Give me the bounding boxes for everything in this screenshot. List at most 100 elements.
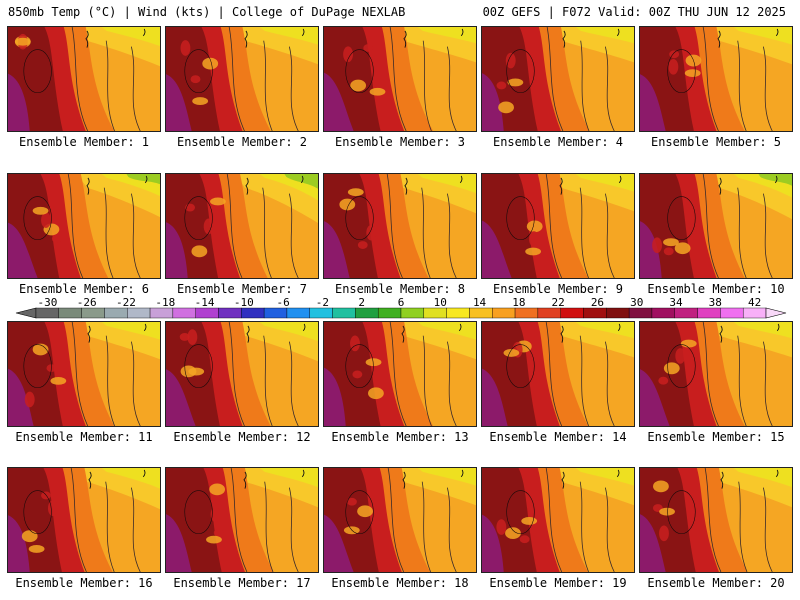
temperature-field	[166, 27, 318, 131]
colorbar-swatches	[15, 307, 787, 319]
colorbar-tick-label: 42	[747, 296, 762, 309]
member-caption: Ensemble Member: 1	[18, 135, 150, 149]
temperature-field	[640, 174, 792, 278]
colorbar-tick-label: -22	[116, 296, 136, 309]
temperature-field	[640, 468, 792, 572]
member-map-panel	[481, 173, 635, 279]
colorbar-tick-label: 30	[630, 296, 644, 309]
temperature-field	[324, 468, 476, 572]
member-caption: Ensemble Member: 11	[15, 430, 153, 444]
colorbar-swatch	[742, 307, 767, 319]
temperature-field	[166, 174, 318, 278]
member-caption: Ensemble Member: 12	[173, 430, 311, 444]
colorbar-swatch	[263, 307, 288, 319]
colorbar-swatch	[537, 307, 561, 319]
colorbar-swatch	[469, 307, 493, 319]
member-caption: Ensemble Member: 13	[331, 430, 469, 444]
temperature-field	[8, 322, 160, 426]
member-caption: Ensemble Member: 19	[489, 576, 627, 590]
member-map-panel	[323, 173, 477, 279]
member-map-panel	[639, 467, 793, 573]
colorbar-swatch	[492, 307, 516, 319]
member-map-panel	[323, 467, 477, 573]
colorbar-swatch	[218, 307, 242, 319]
colorbar-swatch	[149, 307, 174, 319]
member-caption: Ensemble Member: 8	[334, 282, 466, 296]
temperature-field	[482, 174, 634, 278]
member-map-panel	[481, 26, 635, 132]
colorbar-tick-label: -26	[76, 296, 97, 309]
temperature-field	[166, 322, 318, 426]
temperature-field	[8, 174, 160, 278]
colorbar-tick-label: 18	[512, 296, 526, 309]
temperature-field	[324, 322, 476, 426]
member-caption: Ensemble Member: 20	[647, 576, 785, 590]
colorbar-tick-label: 10	[433, 296, 447, 309]
member-caption: Ensemble Member: 4	[492, 135, 624, 149]
temperature-colorbar: -30 -26 -22 -18 -14 -10 -6 -2 2 6 10 14 18 22 26 30 34 38…	[0, 296, 800, 322]
colorbar-tick-label: 26	[590, 296, 605, 309]
colorbar-swatch	[720, 307, 744, 319]
colorbar-tick-label: 38	[708, 296, 722, 309]
colorbar-tick-label: -10	[233, 296, 254, 309]
colorbar-swatch	[423, 307, 447, 319]
colorbar-tick-label: 34	[669, 296, 683, 309]
member-caption: Ensemble Member: 2	[176, 135, 308, 149]
member-caption: Ensemble Member: 15	[647, 430, 785, 444]
temperature-field	[640, 27, 792, 131]
member-map-panel	[7, 26, 161, 132]
colorbar-tick-label: -14	[194, 296, 215, 309]
colorbar-swatch	[674, 307, 698, 319]
member-caption: Ensemble Member: 9	[492, 282, 624, 296]
colorbar-swatch	[651, 307, 675, 319]
colorbar-min-arrow	[15, 307, 37, 319]
colorbar-swatch	[81, 307, 105, 319]
member-map-panel	[7, 173, 161, 279]
colorbar-swatch	[241, 307, 265, 319]
member-map-panel	[165, 321, 319, 427]
colorbar-swatch	[35, 307, 60, 319]
member-caption: Ensemble Member: 7	[176, 282, 308, 296]
colorbar-swatch	[628, 307, 653, 319]
colorbar-swatch	[104, 307, 128, 319]
colorbar-swatch	[514, 307, 539, 319]
temperature-field	[324, 174, 476, 278]
member-map-panel	[481, 321, 635, 427]
temperature-field	[324, 27, 476, 131]
colorbar-swatch	[560, 307, 584, 319]
colorbar-tick-label: -18	[155, 296, 176, 309]
temperature-field	[640, 322, 792, 426]
member-map-panel	[323, 26, 477, 132]
colorbar-swatch	[355, 307, 379, 319]
member-map-panel	[639, 173, 793, 279]
temperature-field	[8, 468, 160, 572]
colorbar-tick-label: 2	[358, 296, 366, 309]
member-caption: Ensemble Member: 16	[15, 576, 153, 590]
member-map-panel	[165, 467, 319, 573]
colorbar-swatch	[172, 307, 196, 319]
member-caption: Ensemble Member: 17	[173, 576, 311, 590]
member-caption: Ensemble Member: 6	[18, 282, 150, 296]
colorbar-swatch	[309, 307, 333, 319]
colorbar-swatch	[697, 307, 721, 319]
colorbar-swatch	[377, 307, 402, 319]
member-map-panel	[165, 173, 319, 279]
temperature-field	[8, 27, 160, 131]
member-caption: Ensemble Member: 5	[650, 135, 782, 149]
member-map-panel	[639, 321, 793, 427]
member-map-panel	[7, 467, 161, 573]
colorbar-tick-label: 14	[472, 296, 487, 309]
member-map-panel	[7, 321, 161, 427]
temperature-field	[482, 27, 634, 131]
colorbar-swatch	[583, 307, 607, 319]
temperature-field	[482, 322, 634, 426]
colorbar-swatch	[286, 307, 310, 319]
colorbar-swatch	[400, 307, 425, 319]
member-caption: Ensemble Member: 10	[647, 282, 785, 296]
colorbar-tick-label: 22	[551, 296, 565, 309]
colorbar-swatch	[446, 307, 470, 319]
member-map-panel	[639, 26, 793, 132]
member-caption: Ensemble Member: 18	[331, 576, 469, 590]
colorbar-tick-label: -30	[37, 296, 58, 309]
colorbar-tick-label: -6	[276, 296, 290, 309]
